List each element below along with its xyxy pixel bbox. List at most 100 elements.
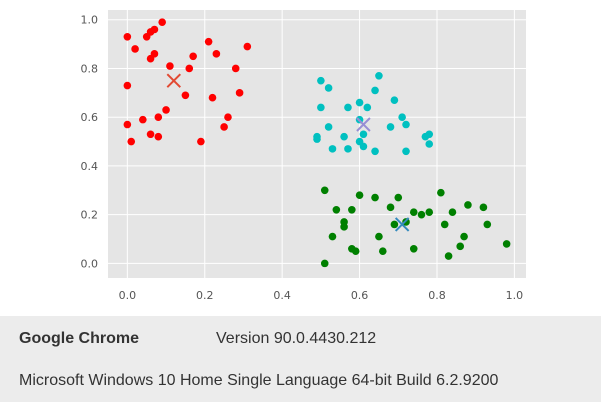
data-point	[425, 208, 434, 217]
data-point	[197, 137, 205, 146]
data-point	[320, 186, 329, 195]
data-point	[437, 188, 445, 197]
data-point	[344, 145, 352, 153]
centroid-marker	[394, 217, 410, 232]
data-point	[146, 28, 155, 36]
data-point	[146, 54, 155, 63]
data-point	[394, 193, 403, 202]
x-tick-label: 0.4	[273, 289, 291, 302]
x-tick-label: 0.0	[119, 289, 137, 302]
data-point	[344, 103, 352, 112]
data-point	[189, 52, 197, 61]
data-point	[212, 50, 221, 58]
data-point	[460, 232, 468, 241]
data-point	[317, 103, 325, 112]
data-point	[146, 130, 155, 139]
os-info: Microsoft Windows 10 Home Single Languag…	[19, 372, 499, 389]
data-point	[386, 203, 395, 212]
x-tick-label: 0.6	[351, 289, 369, 302]
data-point	[162, 106, 170, 114]
data-point	[220, 123, 228, 131]
data-point	[351, 247, 360, 255]
data-point	[390, 96, 399, 104]
data-point	[355, 98, 364, 107]
data-point	[313, 135, 321, 143]
data-point	[398, 113, 406, 121]
browser-name: Google Chrome	[19, 330, 140, 347]
data-point	[359, 142, 368, 151]
data-point	[371, 193, 379, 202]
data-point	[409, 208, 418, 217]
plot-background	[108, 10, 526, 278]
data-point	[402, 120, 410, 129]
data-point	[324, 84, 333, 92]
data-point	[421, 132, 430, 141]
y-tick-label: 0.4	[81, 160, 99, 173]
data-point	[320, 259, 329, 268]
data-point	[204, 37, 213, 46]
y-tick-label: 0.6	[81, 111, 99, 124]
data-point	[464, 201, 472, 209]
data-point	[185, 64, 194, 73]
data-point	[440, 220, 449, 229]
data-point	[348, 205, 356, 214]
y-tick-label: 1.0	[81, 14, 99, 27]
data-point	[359, 130, 368, 139]
data-point	[375, 71, 383, 80]
data-point	[328, 145, 337, 153]
data-point	[224, 113, 232, 121]
data-point	[402, 218, 410, 226]
data-point	[123, 120, 132, 129]
data-point	[502, 240, 511, 248]
data-point	[417, 210, 426, 219]
y-tick-label: 0.2	[81, 209, 99, 222]
data-point	[409, 244, 418, 253]
data-point	[235, 89, 244, 97]
data-point	[154, 132, 163, 141]
data-point	[483, 220, 492, 229]
data-point	[154, 113, 163, 121]
data-point	[324, 123, 333, 131]
x-tick-label: 1.0	[506, 289, 524, 302]
data-point	[479, 203, 488, 212]
data-point	[371, 147, 379, 156]
data-point	[375, 232, 383, 241]
data-point	[123, 81, 132, 90]
data-point	[332, 205, 341, 214]
data-point	[166, 62, 174, 70]
centroid-marker	[356, 117, 371, 132]
data-point	[181, 91, 190, 100]
browser-info-panel: Google Chrome Version 90.0.4430.212 Micr…	[0, 316, 601, 402]
y-tick-label: 0.8	[81, 62, 99, 75]
data-point	[425, 140, 434, 148]
data-point	[208, 93, 217, 102]
x-tick-label: 0.8	[428, 289, 446, 302]
data-point	[340, 223, 348, 231]
browser-version: Version 90.0.4430.212	[216, 330, 377, 347]
chart-area: 0.0 0.2 0.4 0.6 0.8 1.0 0.0 0.2 0.4 0.6 0.8 1.0	[80, 10, 526, 302]
data-point	[317, 76, 325, 85]
data-point	[123, 33, 132, 41]
data-point	[131, 45, 139, 53]
data-point	[390, 220, 399, 229]
data-point	[355, 191, 364, 199]
data-point	[448, 208, 457, 217]
data-point	[127, 137, 136, 146]
data-point	[231, 64, 240, 73]
x-tick-label: 0.2	[196, 289, 214, 302]
scatter-chart: 0.0 0.2 0.4 0.6 0.8 1.0 0.0 0.2 0.4 0.6 0.8 1.0	[81, 10, 526, 302]
centroid-marker	[166, 73, 182, 88]
y-tick-label: 0.0	[81, 257, 99, 270]
data-point	[444, 252, 453, 260]
data-point	[158, 18, 166, 26]
data-point	[378, 247, 387, 255]
data-point	[371, 86, 379, 95]
data-point	[243, 42, 252, 51]
data-point	[402, 147, 410, 156]
data-point	[139, 115, 147, 124]
data-point	[386, 123, 395, 131]
data-point	[340, 132, 348, 141]
data-point	[328, 232, 337, 241]
data-point	[456, 242, 465, 251]
data-point	[363, 103, 372, 112]
